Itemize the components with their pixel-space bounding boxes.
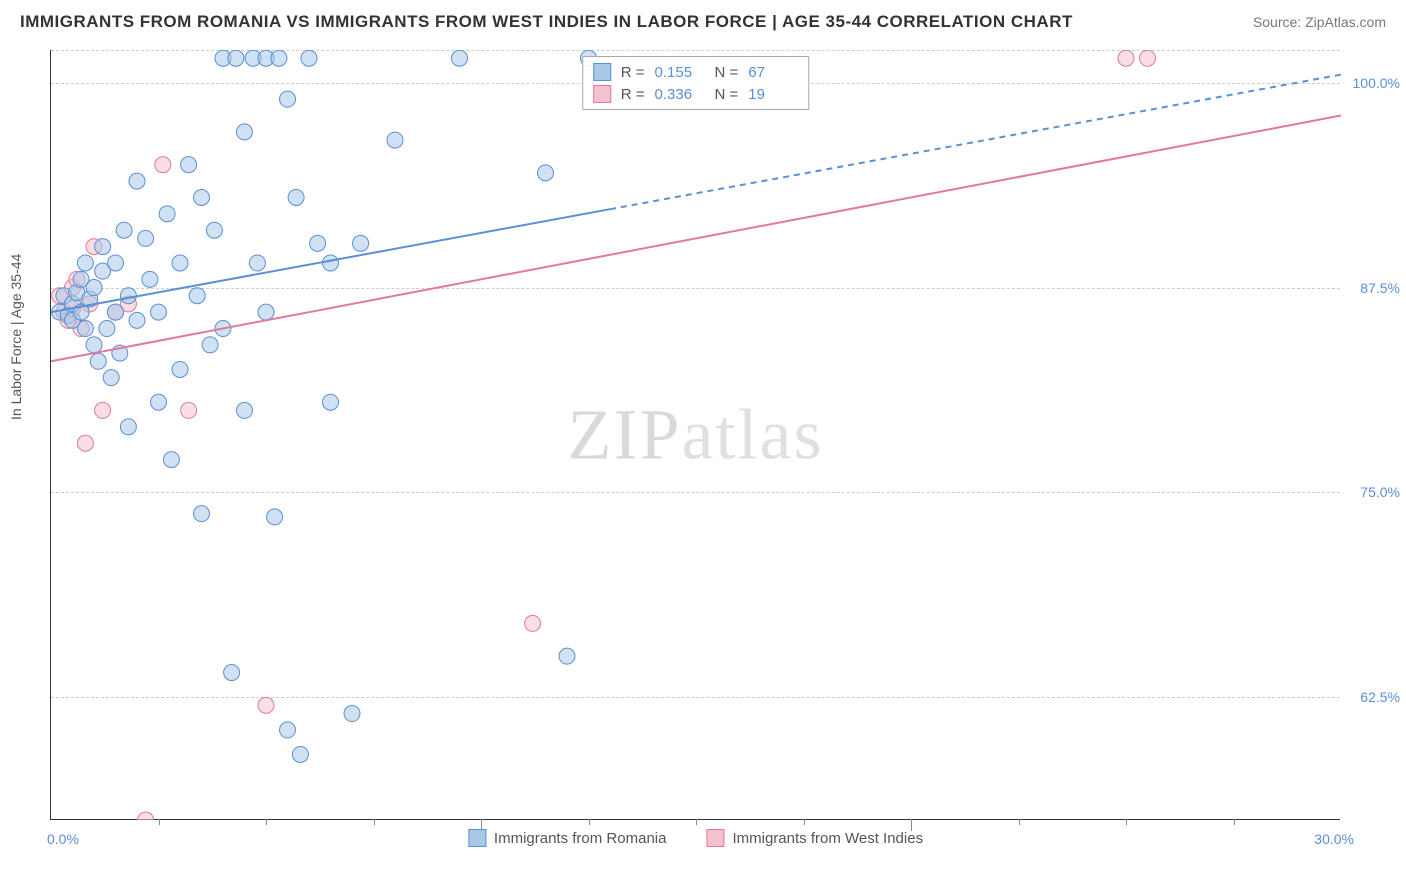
- series-legend: Immigrants from Romania Immigrants from …: [468, 829, 923, 847]
- data-point: [323, 394, 339, 410]
- data-point: [301, 50, 317, 66]
- data-point: [151, 304, 167, 320]
- data-point: [280, 722, 296, 738]
- data-point: [202, 337, 218, 353]
- data-point: [77, 321, 93, 337]
- data-point: [194, 189, 210, 205]
- data-point: [95, 402, 111, 418]
- data-point: [172, 361, 188, 377]
- data-point: [525, 615, 541, 631]
- data-point: [189, 288, 205, 304]
- swatch-westindies: [593, 85, 611, 103]
- legend-row-westindies: R = 0.336 N = 19: [593, 83, 799, 105]
- data-point: [538, 165, 554, 181]
- x-axis-min-label: 0.0%: [47, 831, 79, 847]
- source-attribution: Source: ZipAtlas.com: [1253, 14, 1386, 30]
- data-point: [129, 173, 145, 189]
- data-point: [559, 648, 575, 664]
- data-point: [129, 312, 145, 328]
- legend-item-westindies: Immigrants from West Indies: [706, 829, 923, 847]
- data-point: [194, 506, 210, 522]
- data-point: [120, 419, 136, 435]
- data-point: [292, 746, 308, 762]
- data-point: [237, 124, 253, 140]
- y-tick-label: 100.0%: [1353, 75, 1400, 91]
- data-point: [310, 235, 326, 251]
- data-point: [271, 50, 287, 66]
- data-point: [116, 222, 132, 238]
- data-point: [108, 255, 124, 271]
- data-point: [387, 132, 403, 148]
- data-point: [163, 452, 179, 468]
- data-point: [151, 394, 167, 410]
- data-point: [258, 697, 274, 713]
- data-point: [181, 402, 197, 418]
- data-point: [138, 812, 154, 820]
- data-point: [86, 337, 102, 353]
- y-tick-label: 62.5%: [1360, 689, 1400, 705]
- legend-row-romania: R = 0.155 N = 67: [593, 61, 799, 83]
- legend-item-romania: Immigrants from Romania: [468, 829, 667, 847]
- swatch-romania-icon: [468, 829, 486, 847]
- data-point: [103, 370, 119, 386]
- data-point: [142, 271, 158, 287]
- data-point: [90, 353, 106, 369]
- data-point: [267, 509, 283, 525]
- swatch-westindies-icon: [706, 829, 724, 847]
- chart-title: IMMIGRANTS FROM ROMANIA VS IMMIGRANTS FR…: [20, 12, 1073, 32]
- y-tick-label: 87.5%: [1360, 280, 1400, 296]
- data-point: [353, 235, 369, 251]
- data-point: [228, 50, 244, 66]
- data-point: [224, 665, 240, 681]
- trend-line: [51, 209, 610, 312]
- trend-line: [51, 116, 1341, 362]
- data-point: [1118, 50, 1134, 66]
- data-point: [249, 255, 265, 271]
- data-point: [159, 206, 175, 222]
- x-axis-max-label: 30.0%: [1314, 831, 1354, 847]
- data-point: [86, 280, 102, 296]
- data-point: [172, 255, 188, 271]
- scatter-plot: ZIPatlas 62.5%75.0%87.5%100.0% R = 0.155…: [50, 50, 1340, 820]
- data-point: [108, 304, 124, 320]
- plot-canvas: [51, 50, 1341, 820]
- correlation-legend: R = 0.155 N = 67 R = 0.336 N = 19: [582, 56, 810, 110]
- data-point: [288, 189, 304, 205]
- data-point: [155, 157, 171, 173]
- data-point: [77, 435, 93, 451]
- swatch-romania: [593, 63, 611, 81]
- data-point: [323, 255, 339, 271]
- data-point: [77, 255, 93, 271]
- y-tick-label: 75.0%: [1360, 484, 1400, 500]
- data-point: [138, 230, 154, 246]
- data-point: [99, 321, 115, 337]
- data-point: [120, 288, 136, 304]
- data-point: [181, 157, 197, 173]
- data-point: [95, 239, 111, 255]
- data-point: [452, 50, 468, 66]
- data-point: [344, 706, 360, 722]
- data-point: [280, 91, 296, 107]
- data-point: [1140, 50, 1156, 66]
- data-point: [258, 304, 274, 320]
- y-axis-title: In Labor Force | Age 35-44: [8, 254, 24, 420]
- data-point: [206, 222, 222, 238]
- data-point: [237, 402, 253, 418]
